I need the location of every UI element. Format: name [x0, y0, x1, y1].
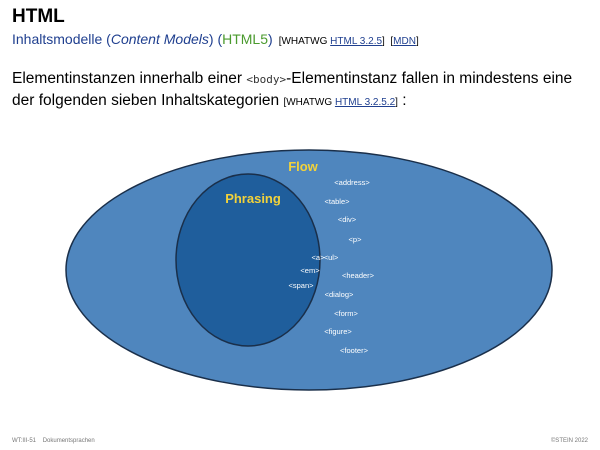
- flow-tag: <footer>: [340, 346, 369, 355]
- intro-text-1: Elementinstanzen innerhalb einer: [12, 70, 247, 87]
- flow-tag: <address>: [334, 178, 370, 187]
- footer-left: WT:III-51 Dokumentsprachen: [12, 438, 95, 444]
- intro-ref-suffix: ]: [395, 97, 398, 108]
- flow-tag: <p>: [349, 235, 363, 244]
- ref-whatwg-suffix: ]: [382, 36, 385, 47]
- ref-mdn-link[interactable]: MDN: [393, 36, 416, 47]
- footer-copyright: ©STEIN 2022: [550, 438, 588, 444]
- flow-tag: <div>: [338, 215, 357, 224]
- flow-element-list: <address> <table> <div> <p> <ul> <header…: [324, 178, 375, 355]
- ref-mdn-suffix: ]: [415, 36, 419, 47]
- intro-paragraph: Elementinstanzen innerhalb einer <body>-…: [12, 68, 592, 113]
- flow-label: Flow: [288, 159, 318, 174]
- phrasing-label: Phrasing: [225, 191, 281, 206]
- intro-text-3: :: [397, 92, 407, 109]
- intro-text-2: -Elementinstanz fallen in mindestens ein…: [12, 70, 573, 109]
- flow-tag: <dialog>: [325, 290, 354, 299]
- flow-tag: <header>: [342, 271, 375, 280]
- page-subtitle: Inhaltsmodelle (Content Models) (HTML5) […: [12, 31, 419, 47]
- intro-body-tag: <body>: [246, 73, 287, 86]
- footer-code: WT:III-51: [12, 438, 37, 444]
- subtitle-references: [WHATWG HTML 3.2.5] [MDN]: [279, 36, 419, 47]
- phrasing-ellipse: [175, 173, 321, 347]
- phrasing-tag: <span>: [288, 281, 314, 290]
- flow-tag: <ul>: [324, 253, 339, 262]
- intro-reference: [WHATWG HTML 3.2.5.2]: [283, 97, 397, 108]
- phrasing-tag: <a>: [312, 253, 326, 262]
- intro-ref-prefix: [WHATWG: [283, 97, 335, 108]
- phrasing-tag: <em>: [300, 266, 320, 275]
- ref-whatwg-prefix: [WHATWG: [278, 36, 331, 47]
- subtitle-prefix: Inhaltsmodelle (: [12, 31, 111, 47]
- ref-whatwg-link[interactable]: HTML 3.2.5: [330, 36, 383, 47]
- subtitle-close: ): [268, 31, 273, 47]
- subtitle-suffix: ) (: [208, 31, 223, 47]
- flow-tag: <figure>: [324, 327, 352, 336]
- flow-tag: <table>: [324, 197, 350, 206]
- ref-mdn-prefix: [: [390, 36, 394, 47]
- phrasing-element-list: <a> <em> <span>: [288, 253, 325, 290]
- subtitle-html5: HTML5: [222, 31, 269, 47]
- flow-tag: <form>: [334, 309, 358, 318]
- intro-ref-link[interactable]: HTML 3.2.5.2: [334, 97, 396, 108]
- subtitle-emphasis: Content Models: [110, 31, 209, 47]
- footer-title: Dokumentsprachen: [42, 438, 95, 444]
- page-title: HTML: [12, 6, 65, 27]
